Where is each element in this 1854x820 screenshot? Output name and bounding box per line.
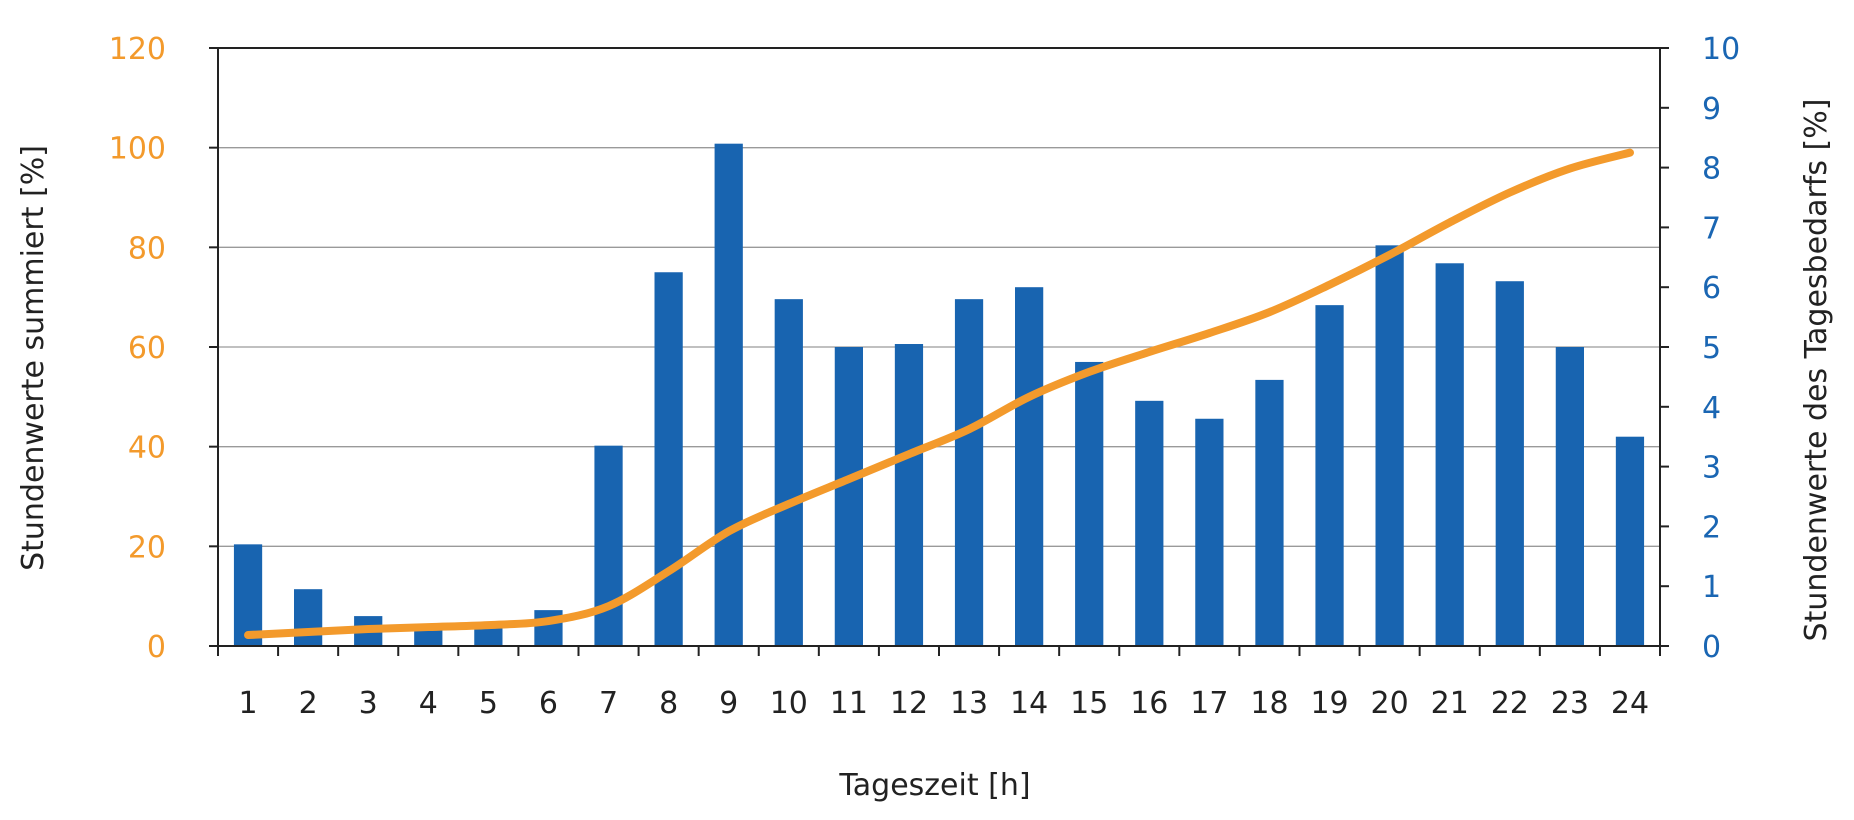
- right-tick-label: 4: [1702, 391, 1721, 426]
- x-tick-label: 12: [890, 686, 928, 721]
- bar: [233, 544, 263, 646]
- x-tick-label: 4: [419, 686, 438, 721]
- x-axis-title: Tageszeit [h]: [838, 768, 1030, 803]
- bar: [1195, 418, 1224, 646]
- right-tick-label: 1: [1702, 570, 1721, 605]
- x-tick-label: 16: [1130, 686, 1168, 721]
- right-tick-label: 9: [1702, 92, 1721, 127]
- right-axis-tick-labels: 0 1 2 3 4 5 6 7 8 9 10: [1702, 32, 1740, 665]
- x-tick-label: 22: [1491, 686, 1529, 721]
- left-tick-label: 120: [109, 32, 166, 67]
- bar: [1495, 281, 1524, 646]
- x-tick-label: 21: [1431, 686, 1469, 721]
- left-axis-tick-labels: 0 20 40 60 80 100 120: [109, 32, 166, 665]
- right-tick-label: 5: [1702, 331, 1721, 366]
- left-axis-title: Stundenwerte summiert [%]: [16, 145, 51, 571]
- right-tick-label: 7: [1702, 211, 1721, 246]
- bar: [894, 344, 924, 646]
- bar: [954, 299, 984, 646]
- cumulative-line: [244, 148, 1634, 640]
- x-tick-label: 13: [950, 686, 988, 721]
- bar: [1255, 379, 1284, 646]
- bar: [834, 347, 863, 646]
- right-axis-title: Stundenwerte des Tagesbedarfs [%]: [1799, 99, 1834, 642]
- x-tick-label: 2: [299, 686, 318, 721]
- bar: [294, 589, 323, 646]
- bar: [1555, 347, 1584, 646]
- x-tick-label: 1: [238, 686, 257, 721]
- right-tick-label: 0: [1702, 630, 1721, 665]
- x-tick-label: 15: [1070, 686, 1108, 721]
- bar: [1375, 245, 1404, 646]
- bar: [474, 628, 503, 646]
- gridlines: [218, 147, 1660, 547]
- left-tick-label: 40: [128, 431, 166, 466]
- left-tick-label: 100: [109, 132, 166, 167]
- x-tick-label: 19: [1310, 686, 1348, 721]
- right-tick-label: 8: [1702, 152, 1721, 187]
- bar: [654, 272, 683, 646]
- x-tick-label: 24: [1611, 686, 1649, 721]
- x-tick-label: 8: [659, 686, 678, 721]
- x-tick-label: 14: [1010, 686, 1048, 721]
- bar: [594, 445, 623, 646]
- x-tick-label: 3: [359, 686, 378, 721]
- x-axis-tick-labels: 1 2 3 4 5 6 7 8 9 10 11 12 13 14 15 16 17 18 19 20 21 22 23 24: [238, 686, 1649, 721]
- left-tick-label: 80: [128, 231, 166, 266]
- x-tick-label: 9: [719, 686, 738, 721]
- bar: [1615, 436, 1645, 646]
- bar: [774, 299, 803, 646]
- x-tick-label: 23: [1551, 686, 1589, 721]
- left-tick-label: 60: [128, 331, 166, 366]
- x-tick-label: 18: [1250, 686, 1288, 721]
- x-tick-label: 10: [770, 686, 808, 721]
- bar: [1315, 305, 1344, 646]
- right-tick-label: 10: [1702, 32, 1740, 67]
- bar: [714, 143, 743, 646]
- x-tick-label: 6: [539, 686, 558, 721]
- right-tick-label: 2: [1702, 510, 1721, 545]
- axes: [209, 47, 1669, 656]
- bar-series: [233, 143, 1645, 646]
- x-tick-label: 7: [599, 686, 618, 721]
- x-tick-label: 17: [1190, 686, 1228, 721]
- right-tick-label: 3: [1702, 451, 1721, 486]
- bar: [1435, 263, 1464, 646]
- x-tick-label: 5: [479, 686, 498, 721]
- bar: [1015, 287, 1044, 646]
- x-tick-label: 11: [830, 686, 868, 721]
- x-tick-label: 20: [1371, 686, 1409, 721]
- bar: [1135, 400, 1164, 646]
- bar: [1075, 361, 1104, 646]
- bar: [414, 628, 443, 646]
- left-tick-label: 0: [147, 630, 166, 665]
- left-tick-label: 20: [128, 530, 166, 565]
- right-tick-label: 6: [1702, 271, 1721, 306]
